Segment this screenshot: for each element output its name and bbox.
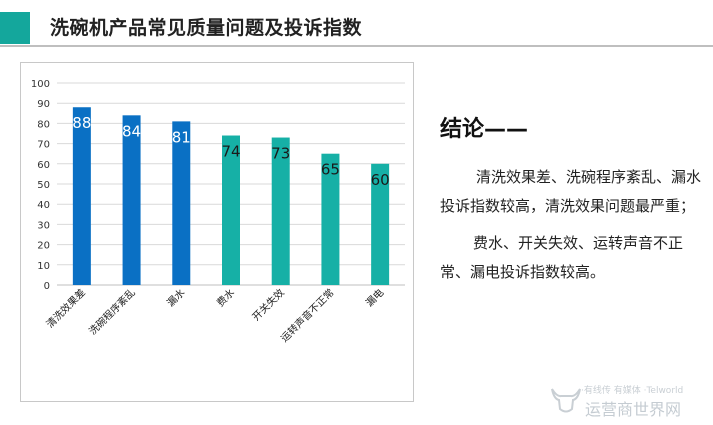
data-label: 81 bbox=[172, 128, 191, 146]
x-tick-label: 漏电 bbox=[363, 286, 386, 309]
y-tick-label: 100 bbox=[31, 79, 50, 90]
data-label: 88 bbox=[72, 114, 91, 132]
page-title: 洗碗机产品常见质量问题及投诉指数 bbox=[50, 17, 363, 39]
conclusion-title: 结论—— bbox=[440, 117, 529, 142]
y-tick-label: 90 bbox=[37, 99, 50, 110]
conclusion-paragraph-1: 清洗效果差、洗碗程序紊乱、漏水投诉指数较高，清洗效果问题最严重； bbox=[440, 168, 702, 215]
watermark-brand: ·有线传 有媒体 ·Telworld bbox=[581, 386, 684, 396]
y-tick-label: 70 bbox=[37, 140, 50, 151]
bar bbox=[172, 121, 191, 285]
data-label: 74 bbox=[221, 143, 240, 161]
conclusion-panel: 结论—— 清洗效果差、洗碗程序紊乱、漏水投诉指数较高，清洗效果问题最严重； 费水… bbox=[440, 112, 702, 287]
x-tick-label: 运转声音不正常 bbox=[278, 286, 337, 345]
y-tick-label: 60 bbox=[37, 160, 50, 171]
y-tick-label: 10 bbox=[37, 261, 50, 272]
conclusion-paragraph-2: 费水、开关失效、运转声音不正常、漏电投诉指数较高。 bbox=[440, 234, 684, 281]
x-tick-label: 漏水 bbox=[165, 287, 188, 310]
data-label: 65 bbox=[321, 161, 340, 179]
y-tick-label: 20 bbox=[37, 241, 50, 252]
bar bbox=[72, 107, 91, 285]
y-tick-label: 0 bbox=[44, 281, 50, 292]
bar bbox=[122, 115, 141, 285]
bull-logo-icon bbox=[551, 388, 581, 413]
x-tick-label: 洗碗程序紊乱 bbox=[86, 286, 138, 338]
watermark-site: 运营商世界网 bbox=[585, 400, 682, 419]
y-tick-label: 30 bbox=[37, 220, 50, 231]
bar bbox=[371, 163, 390, 285]
bar-chart: 0 10 20 30 40 50 60 70 80 90 100 88 清洗效果差 84 洗碗程序紊乱 81 漏… bbox=[31, 79, 405, 345]
bar bbox=[271, 137, 290, 285]
title-accent-bar bbox=[0, 12, 30, 44]
bar bbox=[321, 153, 340, 285]
x-tick-label: 费水 bbox=[214, 286, 237, 309]
data-label: 84 bbox=[122, 122, 141, 140]
bar bbox=[222, 135, 240, 285]
y-tick-label: 40 bbox=[37, 200, 50, 211]
watermark: ·有线传 有媒体 ·Telworld 运营商世界网 bbox=[549, 383, 699, 419]
chart-frame: 0 10 20 30 40 50 60 70 80 90 100 88 清洗效果差 84 洗碗程序紊乱 81 漏… bbox=[20, 62, 414, 402]
data-label: 73 bbox=[271, 145, 290, 163]
title-divider bbox=[0, 45, 713, 47]
y-tick-label: 80 bbox=[37, 119, 50, 130]
y-tick-label: 50 bbox=[37, 180, 50, 191]
data-label: 60 bbox=[371, 171, 390, 189]
x-tick-label: 开关失效 bbox=[249, 286, 286, 323]
x-tick-label: 清洗效果差 bbox=[43, 286, 88, 331]
